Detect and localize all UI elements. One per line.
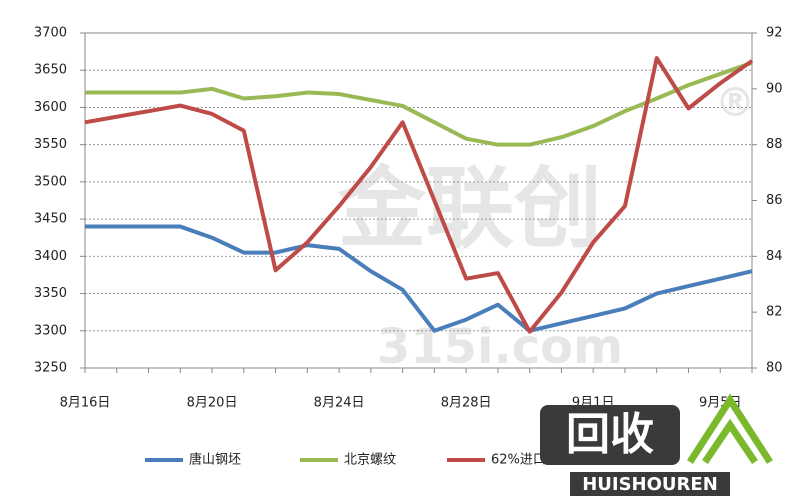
watermark-site: 315i.com xyxy=(377,319,623,375)
y-tick-label: 3600 xyxy=(34,100,67,115)
y-tick-label: 3700 xyxy=(34,26,67,41)
legend-label: 唐山钢坯 xyxy=(189,452,241,468)
y-tick-label: 3300 xyxy=(34,323,67,338)
y-tick-label: 3400 xyxy=(34,249,67,264)
watermark-mark: ® xyxy=(715,80,755,126)
series-line xyxy=(84,56,754,334)
x-tick-label: 8月20日 xyxy=(187,396,238,411)
x-tick-label: 8月16日 xyxy=(60,396,111,411)
x-tick-label: 8月24日 xyxy=(314,396,365,411)
legend-label: 北京螺纹 xyxy=(344,453,396,468)
y-tick-label: 3350 xyxy=(34,286,67,301)
y-tick-label: 3250 xyxy=(34,361,67,376)
y2-tick-label: 88 xyxy=(766,137,783,152)
y2-tick-label: 86 xyxy=(766,193,783,208)
series-line xyxy=(85,224,753,333)
y-tick-label: 3500 xyxy=(34,174,67,189)
logo-icon xyxy=(687,393,773,464)
logo-sub: HUISHOUREN xyxy=(582,474,718,495)
y-tick-label: 3450 xyxy=(34,212,67,227)
logo: 回收 HUISHOUREN xyxy=(540,393,773,496)
logo-sub-box xyxy=(570,472,730,496)
logo-text: 回收 xyxy=(566,409,654,460)
plot-border xyxy=(84,32,753,369)
y-tick-label: 3650 xyxy=(34,63,67,78)
y2-tick-label: 90 xyxy=(766,81,783,96)
y2-tick-label: 84 xyxy=(766,249,783,264)
y2-tick-label: 92 xyxy=(766,26,783,41)
y-tick-label: 3550 xyxy=(34,137,67,152)
logo-box xyxy=(540,405,680,465)
series-line xyxy=(85,60,753,147)
watermark-brand: 金联创 xyxy=(337,157,602,260)
plot: 3250 3300 3350 3400 3450 3500 3550 3600 3650 3700… xyxy=(34,26,783,411)
y2-tick-label: 82 xyxy=(766,305,783,320)
x-tick-label: 8月28日 xyxy=(441,396,492,411)
y2-tick-label: 80 xyxy=(766,361,783,376)
